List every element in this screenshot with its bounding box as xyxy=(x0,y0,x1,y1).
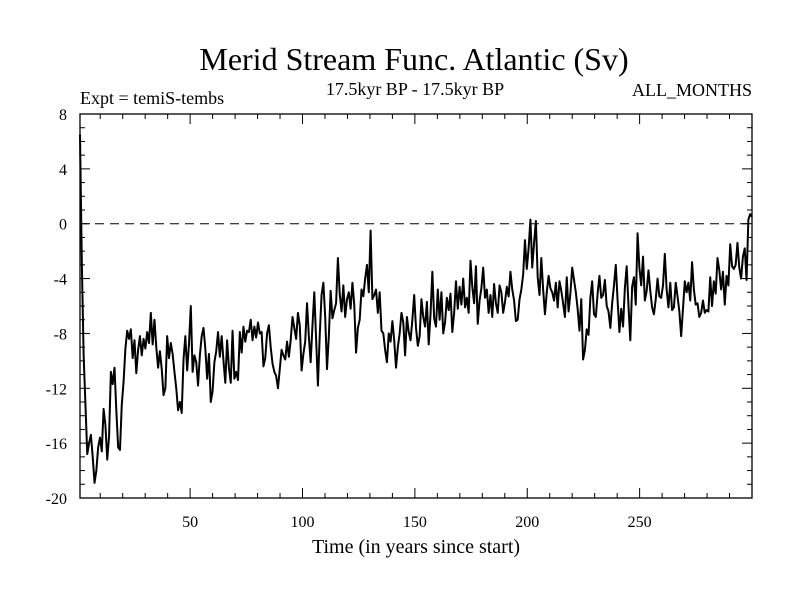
y-tick-label: -16 xyxy=(46,436,67,453)
x-tick-labels: 50 100 150 200 250 xyxy=(182,514,651,531)
x-tick-label: 250 xyxy=(628,514,652,531)
experiment-label: Expt = temiS-tembs xyxy=(80,88,224,108)
y-tick-label: 4 xyxy=(59,162,67,179)
y-tick-label: 8 xyxy=(59,107,67,124)
y-tick-label: -12 xyxy=(46,381,67,398)
x-tick-label: 150 xyxy=(403,514,427,531)
y-tick-label: -20 xyxy=(46,491,67,508)
series-line xyxy=(79,134,753,484)
y-tick-label: -4 xyxy=(54,272,67,289)
y-tick-labels: 8 4 0 -4 -8 -12 -16 -20 xyxy=(46,107,67,508)
x-tick-marks xyxy=(99,114,753,498)
x-axis-label: Time (in years since start) xyxy=(312,536,520,558)
y-tick-label: -8 xyxy=(54,326,67,343)
chart-subtitle: 17.5kyr BP - 17.5kyr BP xyxy=(326,79,504,99)
x-tick-label: 100 xyxy=(291,514,315,531)
x-tick-label: 50 xyxy=(182,514,198,531)
plot-frame xyxy=(79,113,753,499)
y-tick-label: 0 xyxy=(59,217,67,234)
x-tick-label: 200 xyxy=(515,514,539,531)
months-label: ALL_MONTHS xyxy=(632,80,752,100)
chart-title: Merid Stream Func. Atlantic (Sv) xyxy=(199,41,628,77)
